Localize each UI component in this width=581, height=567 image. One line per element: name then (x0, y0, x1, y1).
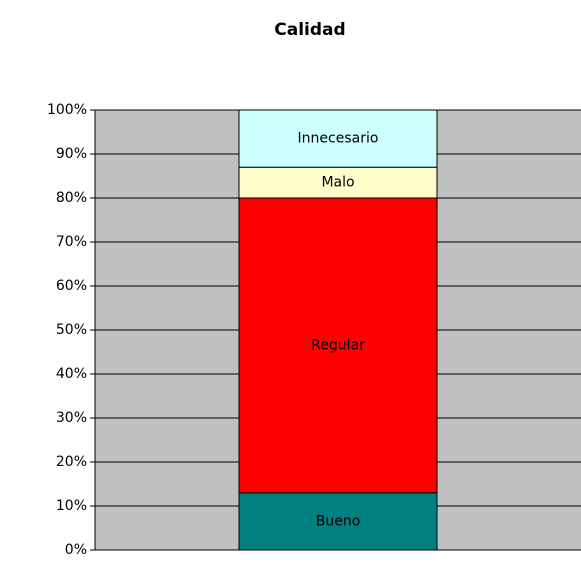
y-tick-label: 40% (56, 366, 87, 382)
y-tick-label: 60% (56, 278, 87, 294)
y-tick-label: 20% (56, 454, 87, 470)
bar-segment (238, 166, 438, 199)
bar-segment (238, 109, 438, 168)
bar-segment (238, 197, 438, 494)
y-tick-label: 0% (65, 542, 87, 558)
bar-segment (238, 492, 438, 551)
y-tick-label: 30% (56, 410, 87, 426)
segment-label: Bueno (316, 513, 361, 529)
y-tick-label: 80% (56, 190, 87, 206)
segment-label: Regular (311, 337, 365, 353)
segment-label: Malo (321, 175, 354, 191)
chart-title: Calidad (274, 20, 345, 40)
segment-label: Innecesario (298, 131, 379, 147)
y-tick-label: 90% (56, 146, 87, 162)
y-tick-label: 70% (56, 234, 87, 250)
y-tick-label: 50% (56, 322, 87, 338)
y-tick-label: 10% (56, 498, 87, 514)
y-tick-label: 100% (47, 102, 87, 118)
